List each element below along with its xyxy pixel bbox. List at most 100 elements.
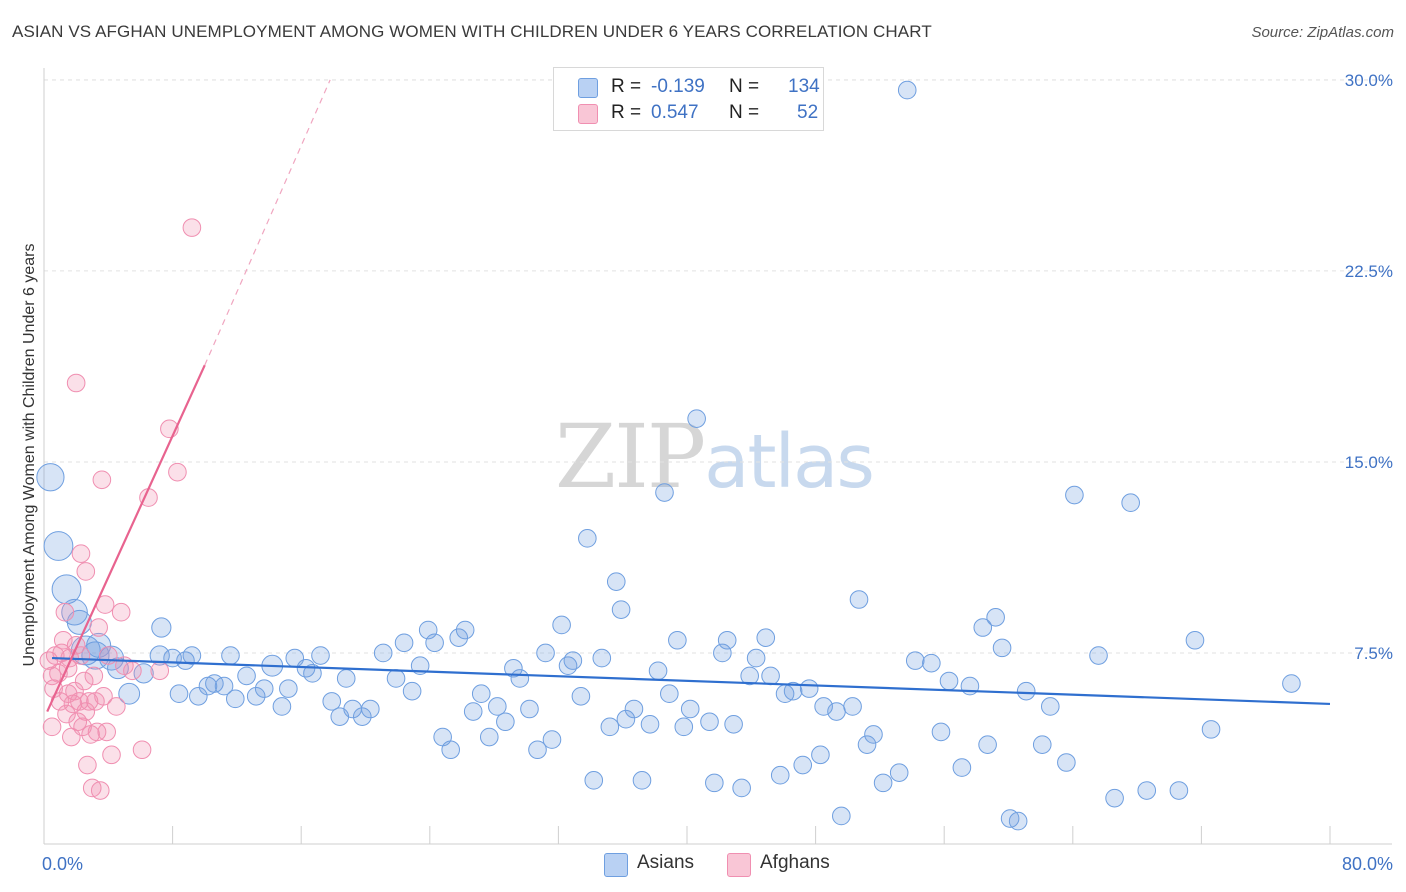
data-point bbox=[611, 600, 631, 619]
data-point bbox=[705, 773, 724, 793]
data-point bbox=[111, 602, 131, 622]
data-point bbox=[182, 218, 202, 237]
data-point bbox=[740, 666, 759, 686]
data-point bbox=[616, 709, 636, 729]
axes bbox=[43, 68, 1392, 845]
data-point bbox=[864, 725, 883, 744]
data-point bbox=[189, 686, 208, 706]
y-tick-label: 15.0% bbox=[1345, 453, 1393, 472]
data-point bbox=[373, 643, 393, 663]
legend-n-label: N = bbox=[729, 76, 760, 97]
data-point bbox=[571, 686, 591, 706]
data-point bbox=[66, 373, 86, 393]
data-point bbox=[74, 671, 94, 691]
legend-r-value: -0.139 bbox=[651, 76, 705, 97]
data-point bbox=[279, 679, 298, 698]
data-point bbox=[89, 618, 108, 637]
data-point bbox=[1282, 674, 1301, 693]
data-point bbox=[668, 630, 687, 650]
data-point bbox=[79, 692, 99, 711]
data-point bbox=[73, 717, 92, 737]
data-point bbox=[986, 608, 1005, 627]
data-point bbox=[479, 727, 499, 747]
data-point bbox=[542, 730, 562, 749]
data-point bbox=[632, 771, 652, 790]
chart-title: ASIAN VS AFGHAN UNEMPLOYMENT AMONG WOMEN… bbox=[12, 22, 932, 41]
data-point bbox=[150, 661, 170, 681]
data-point bbox=[600, 717, 620, 737]
data-point bbox=[107, 697, 126, 716]
data-point bbox=[536, 643, 555, 663]
y-tick-label: 30.0% bbox=[1345, 71, 1393, 90]
data-point bbox=[717, 630, 737, 650]
data-point bbox=[1016, 681, 1036, 701]
data-point bbox=[510, 669, 530, 688]
data-point bbox=[78, 755, 97, 775]
legend-swatch-afghans bbox=[578, 104, 598, 124]
data-point bbox=[552, 615, 571, 635]
data-point bbox=[811, 745, 830, 765]
data-point bbox=[680, 699, 700, 719]
data-point bbox=[520, 699, 539, 719]
data-point bbox=[724, 714, 743, 734]
y-tick-label: 7.5% bbox=[1354, 644, 1393, 663]
legend-r-label: R = bbox=[611, 102, 642, 123]
data-point bbox=[897, 80, 917, 100]
data-point bbox=[168, 462, 187, 482]
data-point bbox=[1121, 493, 1140, 513]
x-tick-label-min: 0.0% bbox=[42, 854, 83, 874]
data-point bbox=[118, 682, 141, 705]
data-point bbox=[176, 651, 195, 670]
data-point bbox=[640, 714, 660, 734]
data-point bbox=[94, 686, 113, 706]
trend-lines bbox=[46, 79, 1331, 713]
data-point bbox=[97, 722, 116, 742]
data-point bbox=[455, 620, 475, 640]
data-point bbox=[496, 712, 515, 732]
data-point bbox=[361, 699, 380, 719]
data-point bbox=[76, 702, 96, 721]
data-point bbox=[87, 722, 107, 742]
data-point bbox=[563, 651, 583, 670]
data-point bbox=[1105, 788, 1124, 808]
data-point bbox=[746, 648, 766, 668]
data-point bbox=[905, 651, 925, 670]
data-point bbox=[827, 702, 846, 721]
data-point bbox=[43, 531, 74, 561]
data-point bbox=[1065, 485, 1084, 505]
data-point bbox=[71, 544, 91, 563]
data-point bbox=[151, 617, 172, 638]
data-point bbox=[939, 671, 959, 691]
legend-n-value: 52 bbox=[797, 102, 819, 123]
data-point bbox=[471, 684, 491, 704]
data-point bbox=[214, 676, 234, 696]
data-point bbox=[992, 638, 1012, 658]
data-point bbox=[660, 684, 679, 704]
data-point bbox=[1040, 697, 1060, 716]
data-point bbox=[592, 648, 612, 668]
data-point bbox=[857, 735, 877, 754]
data-point bbox=[1185, 630, 1205, 650]
data-point bbox=[528, 740, 547, 760]
data-point bbox=[169, 684, 189, 704]
data-point bbox=[687, 409, 706, 428]
data-point bbox=[578, 529, 597, 548]
data-point bbox=[624, 699, 644, 719]
data-point bbox=[336, 669, 356, 688]
data-point bbox=[1089, 646, 1108, 665]
data-point bbox=[732, 778, 751, 798]
data-point bbox=[221, 646, 240, 665]
trend-line-asians bbox=[51, 656, 1331, 706]
trend-line-afghans bbox=[46, 364, 206, 713]
data-point bbox=[441, 740, 460, 760]
bottom-legend-swatch-afghans bbox=[727, 853, 751, 877]
data-point bbox=[843, 697, 862, 716]
data-point bbox=[931, 722, 951, 742]
data-point bbox=[237, 666, 256, 686]
data-point bbox=[132, 740, 152, 760]
data-point bbox=[873, 773, 893, 793]
data-point bbox=[182, 646, 202, 665]
data-point bbox=[311, 646, 330, 665]
data-point bbox=[55, 602, 75, 622]
data-point bbox=[799, 679, 819, 698]
